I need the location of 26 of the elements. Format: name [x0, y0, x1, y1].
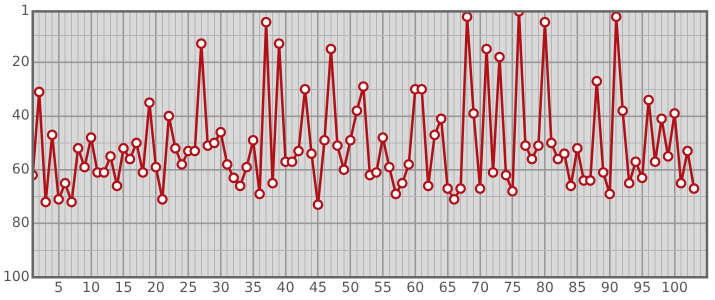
x-tick-label: 100 — [661, 280, 688, 296]
y-tick-label: 1 — [20, 3, 30, 20]
x-tick-label: 60 — [406, 280, 424, 296]
x-tick-label: 5 — [54, 280, 64, 296]
x-tick-label: 65 — [438, 280, 457, 296]
x-tick-label: 30 — [212, 280, 230, 296]
x-tick-label: 20 — [146, 280, 165, 296]
y-tick-label: 100 — [2, 268, 30, 285]
x-tick-label: 35 — [244, 280, 262, 296]
x-tick-label: 10 — [82, 280, 100, 296]
y-tick-label: 40 — [12, 108, 30, 124]
x-tick-label: 85 — [568, 280, 586, 296]
y-tick-label: 20 — [12, 54, 30, 70]
x-tick-label: 90 — [600, 280, 619, 296]
x-tick-label: 70 — [471, 280, 489, 296]
x-tick-label: 25 — [179, 280, 198, 296]
x-tick-label: 15 — [114, 280, 132, 296]
y-tick-label: 60 — [12, 161, 30, 178]
x-tick-label: 45 — [309, 280, 327, 296]
x-tick-label: 55 — [374, 280, 392, 296]
y-tick-label: 80 — [12, 215, 30, 232]
x-tick-label: 50 — [341, 280, 360, 296]
x-tick-label: 95 — [633, 280, 652, 296]
x-tick-label: 40 — [276, 280, 294, 296]
x-tick-label: 80 — [536, 280, 554, 296]
x-tick-label: 75 — [504, 280, 522, 296]
